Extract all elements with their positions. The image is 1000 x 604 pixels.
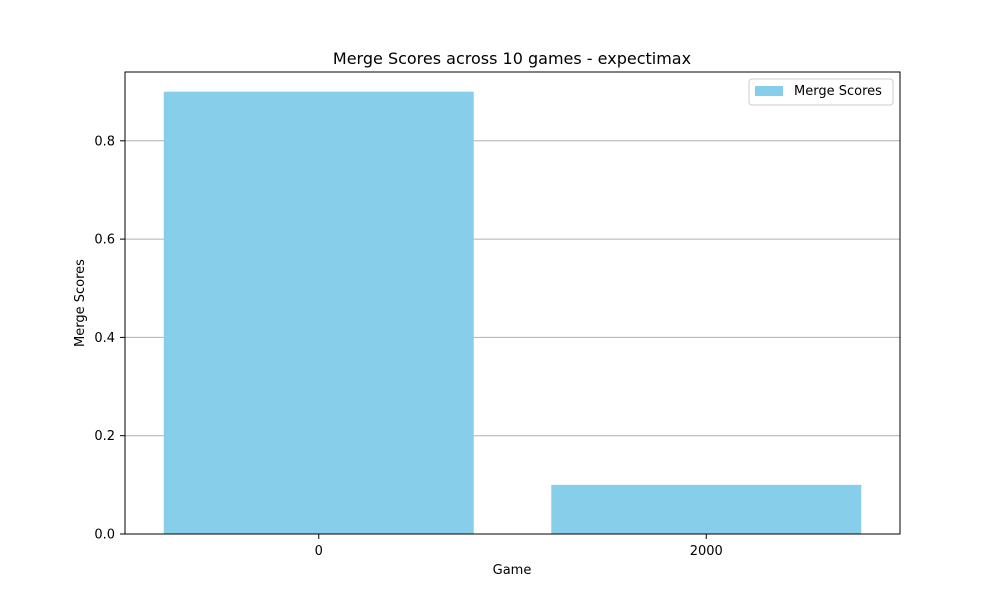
bar [551, 484, 862, 534]
y-tick-label: 0.6 [94, 233, 115, 248]
x-axis-label: Game [493, 563, 532, 578]
legend: Merge Scores [748, 78, 894, 106]
y-tick-label: 0.0 [94, 528, 115, 543]
x-tick-label: 2000 [690, 544, 723, 559]
x-tick-label: 0 [315, 544, 323, 559]
bar [163, 91, 474, 534]
axis-ticks: 0.0 0.2 0.4 0.6 0.8 0 2000 [94, 134, 722, 559]
y-axis-label: Merge Scores [73, 259, 88, 347]
plot-frame [124, 71, 901, 535]
legend-label: Merge Scores [794, 84, 882, 99]
y-tick-label: 0.8 [94, 134, 115, 149]
legend-box [748, 78, 894, 106]
chart-title: Merge Scores across 10 games - expectima… [333, 49, 691, 68]
legend-swatch [755, 86, 783, 96]
bars [163, 91, 862, 534]
y-tick-label: 0.2 [94, 429, 115, 444]
y-tick-label: 0.4 [94, 331, 115, 346]
